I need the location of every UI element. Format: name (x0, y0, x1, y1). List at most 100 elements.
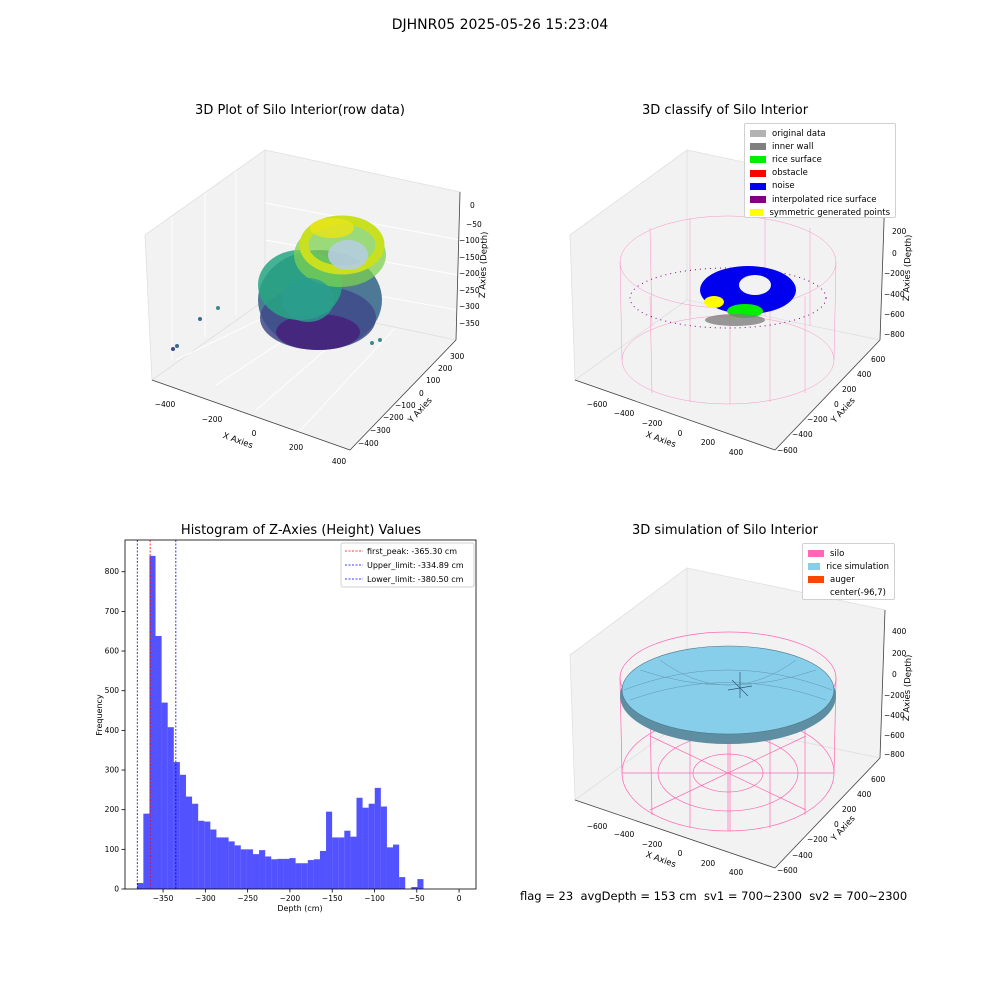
raw-ztick: 0 (470, 201, 475, 210)
legend-label: original data (772, 128, 826, 139)
auger-marker (727, 672, 753, 698)
classify-plot-title: 3D classify of Silo Interior (641, 103, 809, 118)
simulation-rice-surface (620, 645, 836, 744)
legend-entry: rice surface (750, 153, 890, 166)
raw-3d-plot: −400 −200 0 200 400 300 200 100 0 −100 −… (144, 149, 490, 466)
histogram-legend: first_peak: -365.30 cm Upper_limit: -334… (340, 542, 475, 588)
legend-entry: symmetric generated points (750, 206, 890, 219)
histogram-bar (338, 837, 345, 889)
raw-xtick: −200 (202, 415, 223, 424)
classify-point-groups (629, 266, 827, 329)
histogram-yticks: 0 100 200 300 400 500 600 700 800 (105, 567, 125, 894)
raw-ztick: −200 (459, 269, 480, 278)
histogram-xticks: −350 −300 −250 −200 −150 −100 −50 0 (153, 889, 462, 903)
classify-xtick: 200 (701, 438, 716, 447)
raw-ztick: −350 (459, 319, 480, 328)
histogram-bar (210, 829, 217, 889)
classify-legend: original data inner wall rice surface ob… (744, 123, 896, 218)
legend-label: silo (830, 548, 845, 559)
raw-ytick: 0 (419, 389, 424, 398)
histogram-bar (161, 702, 168, 889)
raw-ztick: −100 (459, 236, 480, 245)
histogram-bar (149, 555, 156, 889)
raw-xtick: −400 (155, 400, 176, 409)
histogram-bar (283, 858, 290, 889)
histogram-bar (155, 635, 162, 889)
classify-silo-wireframe (619, 215, 837, 405)
classify-ytick: 600 (871, 355, 886, 364)
histogram-bar (313, 859, 320, 889)
classify-ytick: −200 (807, 415, 828, 424)
raw-xtick: 200 (289, 443, 304, 452)
simulation-ztick: 0 (892, 670, 897, 679)
histogram-bar (234, 845, 241, 889)
histogram-bar (301, 863, 308, 889)
legend-swatch (750, 130, 766, 138)
histogram-bar (277, 858, 284, 889)
histogram-xtick-label: −200 (280, 894, 301, 903)
histogram-ytick-label: 500 (105, 686, 120, 695)
histogram-bar (259, 850, 266, 889)
histogram-bar (393, 844, 400, 889)
histogram-frame (124, 539, 477, 890)
legend-entry: auger (808, 573, 889, 586)
histogram-bar (411, 887, 418, 889)
raw-xtick: 0 (252, 429, 257, 438)
simulation-ytick: −400 (792, 851, 813, 860)
histogram-legend-label: Lower_limit: -380.50 cm (367, 575, 464, 584)
legend-swatch (750, 182, 766, 190)
simulation-axis-lines (574, 609, 886, 869)
classify-xtick: −600 (587, 400, 608, 409)
histogram-bar (399, 877, 406, 889)
classify-xtick: −400 (614, 409, 635, 418)
raw-ytick: 300 (450, 352, 465, 361)
histogram-bar (374, 787, 381, 889)
legend-label: obstacle (772, 168, 808, 179)
raw-axis-lines (151, 191, 461, 451)
simulation-xtick: 400 (729, 868, 744, 877)
simulation-ytick: 200 (842, 805, 857, 814)
raw-ytick: −100 (395, 401, 416, 410)
legend-swatch (808, 550, 824, 558)
classify-xtick: 400 (729, 448, 744, 457)
histogram-bar (246, 849, 253, 889)
histogram-xtick-label: 0 (457, 894, 462, 903)
histogram-title: Histogram of Z-Axies (Height) Values (180, 523, 422, 538)
legend-swatch (750, 143, 766, 151)
classify-ztick: −200 (884, 269, 905, 278)
histogram-bar (167, 727, 174, 889)
classify-xlabel: X Axies (644, 430, 677, 450)
histogram-bar (137, 883, 144, 889)
raw-ytick: −200 (383, 413, 404, 422)
histogram-bar (185, 796, 193, 889)
histogram-xtick-label: −350 (153, 894, 174, 903)
classify-ztick: −600 (884, 310, 905, 319)
classify-ztick: −800 (884, 330, 905, 339)
histogram-bar (198, 820, 205, 889)
legend-label: noise (772, 181, 795, 192)
legend-label: symmetric generated points (769, 207, 890, 218)
histogram-bar (380, 806, 387, 889)
legend-swatch (808, 589, 824, 597)
histogram-ytick-label: 200 (105, 805, 120, 814)
simulation-xtick: 200 (701, 859, 716, 868)
simulation-ztick: −800 (884, 750, 905, 759)
simulation-3d-plot: −600 −400 −200 0 200 400 600 400 200 0 −… (569, 567, 914, 877)
legend-label: rice surface (772, 154, 822, 165)
raw-ztick: −50 (466, 220, 482, 229)
raw-ytick: 200 (438, 364, 453, 373)
histogram-ytick-label: 0 (114, 885, 119, 894)
histogram-bar (332, 837, 339, 889)
classify-zlabel: Z Axies (Depth) (902, 234, 914, 301)
histogram-bar (319, 850, 327, 889)
histogram-bars (137, 555, 424, 889)
legend-entry: obstacle (750, 167, 890, 180)
histogram-bar (356, 797, 363, 889)
histogram-bar (179, 774, 186, 889)
histogram-ytick-label: 300 (105, 766, 120, 775)
histogram-bar (289, 858, 296, 889)
histogram-xlabel: Depth (cm) (277, 904, 322, 913)
figure-title: DJHNR05 2025-05-26 15:23:04 (391, 17, 609, 33)
simulation-ytick: −600 (777, 866, 798, 875)
legend-entry: inner wall (750, 140, 890, 153)
